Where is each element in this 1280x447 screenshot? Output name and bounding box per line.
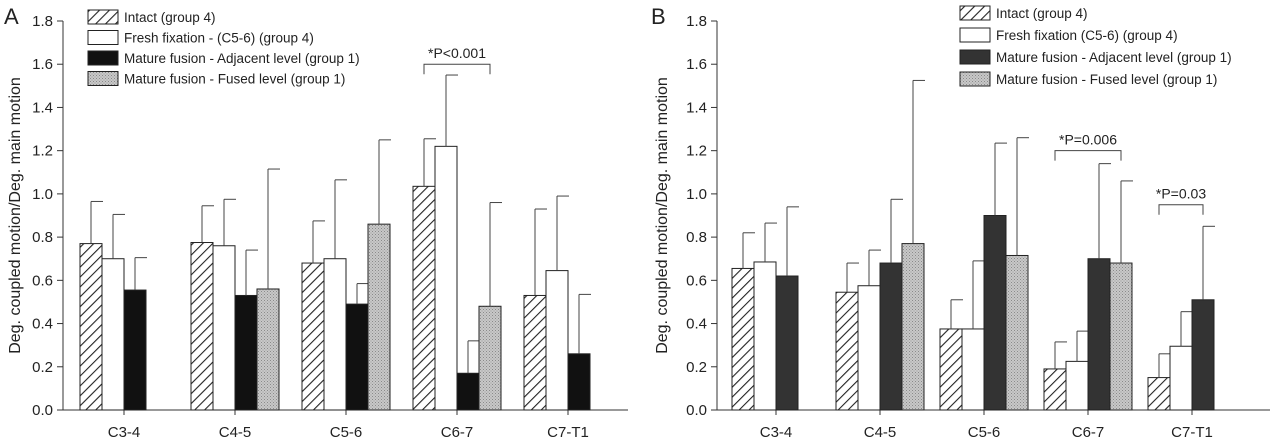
x-tick-label: C3-4 [760,424,793,441]
y-tick-label: 0.0 [686,402,707,419]
significance-label: *P=0.006 [1059,132,1117,148]
bar [731,267,755,411]
bar [939,328,963,411]
legend: Intact (group 4) Fresh fixation (C5-6) (g… [959,5,1232,87]
y-tick-label: 0.4 [686,316,707,333]
y-axis-title: Deg. coupled motion/Deg. main motion [654,77,671,354]
legend: Intact (group 4) Fresh fixation - (C5-6) … [87,9,360,87]
bar [545,270,569,411]
bar [478,305,502,411]
bar [123,289,147,411]
x-tick-label: C5-6 [330,424,363,441]
bar [1043,368,1067,411]
bar [879,262,903,411]
legend-label: Mature fusion - Fused level (group 1) [124,72,345,87]
significance-bracket [1054,150,1122,161]
legend-swatch [87,71,119,86]
legend-label: Mature fusion - Adjacent level (group 1) [124,51,360,66]
y-tick-label: 1.4 [686,99,707,116]
y-tick-label: 1.8 [686,13,707,30]
y-tick-label: 0.2 [32,359,53,376]
significance-label: *P=0.03 [1156,186,1206,202]
bar [1191,299,1215,411]
bar [523,294,547,411]
significance-bracket [1158,204,1204,215]
x-tick-label: C3-4 [108,424,141,441]
bar [1005,254,1029,411]
bar [983,215,1007,411]
legend-swatch [87,9,119,25]
significance-bracket [423,63,491,75]
legend-swatch [959,27,991,43]
panel-a: A 0.0 0.2 0.4 0.6 0.8 1.0 1.2 1.4 1.6 1.8 Deg. coup… [4,4,628,441]
bar [1109,262,1133,411]
y-tick-label: 1.0 [686,186,707,203]
y-axis-title: Deg. coupled motion/Deg. main motion [7,77,24,354]
y-tick-label: 0.6 [32,272,53,289]
bar [1087,258,1111,411]
panel-letter: B [651,4,666,29]
x-tick-label: C4-5 [864,424,897,441]
y-tick-label: 0.6 [686,272,707,289]
bar [857,285,881,411]
legend-swatch [87,30,119,45]
bar [835,291,859,411]
legend-label: Fresh fixation (C5-6) (group 4) [996,28,1178,43]
x-tick-label: C6-7 [1072,424,1105,441]
significance-label: *P<0.001 [428,45,486,61]
bar [412,185,436,411]
y-tick-label: 1.6 [686,56,707,73]
bar [301,262,325,411]
panel-letter: A [4,4,19,29]
legend-swatch [87,50,119,66]
y-tick-label: 1.8 [32,13,53,30]
legend-label: Mature fusion - Adjacent level (group 1) [996,50,1232,65]
y-tick-label: 1.2 [32,143,53,160]
bar [753,261,777,411]
bar [901,243,925,411]
bar [775,275,799,411]
bar [456,372,480,411]
x-tick-label: C4-5 [219,424,252,441]
y-tick-label: 0.4 [32,316,53,333]
y-tick-label: 1.4 [32,99,53,116]
legend-label: Fresh fixation - (C5-6) (group 4) [124,31,314,46]
bar [256,288,280,411]
legend-label: Mature fusion - Fused level (group 1) [996,72,1217,87]
bar [101,258,125,411]
bar [212,245,236,411]
y-tick-label: 0.2 [686,359,707,376]
bar [434,145,458,411]
bar [567,353,591,411]
y-tick-label: 0.8 [686,229,707,246]
bar [190,242,214,411]
bar [367,223,391,411]
legend-swatch [959,49,991,65]
legend-label: Intact (group 4) [996,6,1088,21]
panel-b: B 0.0 0.2 0.4 0.6 0.8 1.0 1.2 1.4 1.6 1.8 Deg. coup… [651,4,1270,441]
legend-label: Intact (group 4) [124,10,216,25]
bar [345,303,369,411]
y-tick-label: 1.6 [32,56,53,73]
bar [1147,377,1171,411]
bar [961,328,985,411]
bar [79,243,103,411]
y-tick-label: 0.0 [32,402,53,419]
bar [1065,360,1089,411]
x-tick-label: C6-7 [441,424,474,441]
bar [234,294,258,411]
bar [323,258,347,411]
y-tick-label: 1.0 [32,186,53,203]
y-tick-label: 0.8 [32,229,53,246]
y-tick-label: 1.2 [686,143,707,160]
legend-swatch [959,5,991,21]
x-tick-label: C7-T1 [1171,424,1213,441]
x-tick-label: C7-T1 [547,424,589,441]
x-tick-label: C5-6 [968,424,1001,441]
bar [1169,345,1193,411]
legend-swatch [959,71,991,87]
